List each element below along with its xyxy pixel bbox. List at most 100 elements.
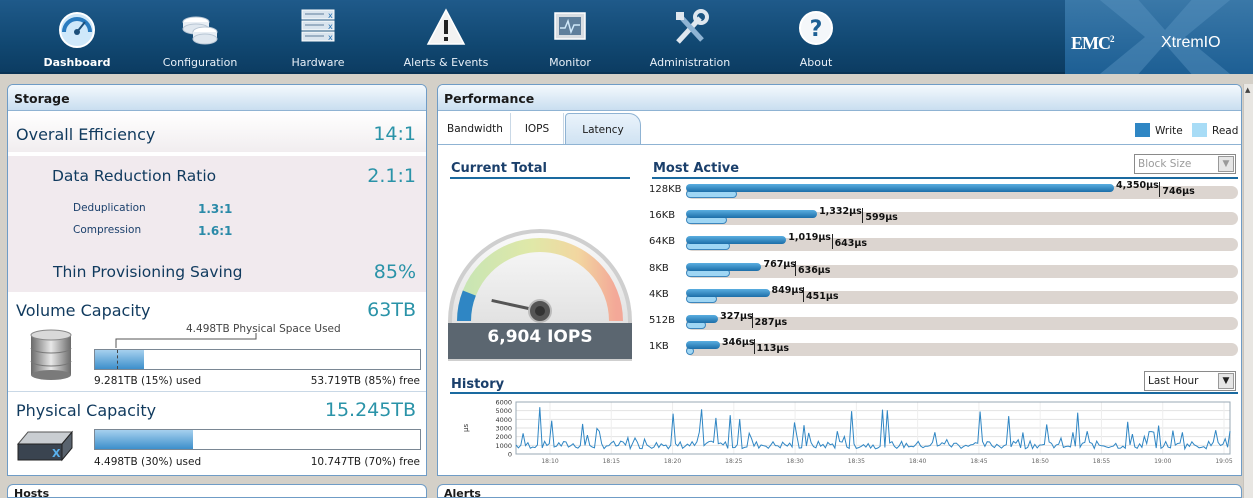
svg-text:x: x (328, 11, 333, 20)
history-range-value: Last Hour (1148, 375, 1199, 387)
deduplication-label: Deduplication (73, 202, 146, 214)
thin-provisioning-label: Thin Provisioning Saving (53, 263, 243, 281)
write-latency-value: 346µs (722, 337, 755, 349)
physical-capacity-value: 15.245TB (324, 399, 416, 421)
tab-bandwidth[interactable]: Bandwidth (447, 123, 503, 135)
data-reduction-label: Data Reduction Ratio (52, 167, 217, 185)
physical-free-text: 10.747TB (70%) free (310, 456, 420, 468)
brand-logo: EMC2 XtremIO (1065, 0, 1253, 74)
nav-administration-label: Administration (649, 56, 731, 69)
disks-icon (182, 16, 218, 45)
history-underline (450, 392, 1238, 394)
physical-space-note: 4.498TB Physical Space Used (186, 323, 341, 335)
nav-administration[interactable]: Administration (648, 6, 732, 72)
current-iops-value: 6,904 IOPS (487, 327, 593, 347)
block-size-select[interactable]: Block Size ▼ (1134, 154, 1236, 174)
write-latency-bar (686, 262, 762, 271)
latency-track (686, 290, 1238, 304)
page-scrollbar[interactable]: ▲ (1243, 84, 1253, 498)
svg-text:x: x (328, 33, 333, 42)
history-y-tick: 2000 (495, 433, 512, 441)
volume-capacity-section: Volume Capacity 63TB 4.498TB Physical Sp… (8, 293, 426, 391)
tab-latency[interactable]: Latency (565, 113, 641, 145)
history-x-tick: 19:05 (1215, 458, 1232, 465)
history-latency-series (515, 407, 1231, 451)
volume-capacity-label: Volume Capacity (16, 301, 151, 320)
volume-used-text: 9.281TB (15%) used (94, 375, 202, 387)
nav-monitor[interactable]: Monitor (530, 6, 610, 72)
monitor-icon (554, 12, 586, 40)
nav-alerts-label: Alerts & Events (403, 56, 489, 69)
nav-monitor-label: Monitor (549, 56, 591, 69)
block-size-label: 4KB (649, 288, 669, 300)
scroll-up-icon[interactable]: ▲ (1245, 86, 1251, 94)
latency-divider (862, 208, 864, 224)
nav-dashboard[interactable]: Dashboard (37, 6, 117, 72)
read-latency-value: 643µs (834, 238, 868, 250)
physical-capacity-bar (94, 429, 421, 450)
latency-divider (753, 339, 755, 355)
svg-text:X: X (52, 447, 61, 460)
block-size-label: 64KB (649, 236, 676, 248)
compression-value: 1.6:1 (198, 224, 233, 238)
latency-track (686, 238, 1238, 252)
volume-capacity-value: 63TB (367, 299, 416, 321)
xtremio-x-watermark (1099, 0, 1231, 74)
latency-track (686, 317, 1238, 330)
server-rack-icon: x x x (301, 9, 335, 42)
top-navigation: Dashboard Configuration x x x Hardware (0, 0, 1253, 74)
most-active-title: Most Active (653, 161, 740, 176)
performance-panel: Performance Bandwidth IOPS Latency Write… (437, 84, 1242, 476)
history-x-tick: 18:40 (909, 458, 926, 465)
iops-gauge (448, 229, 632, 361)
question-icon: ? (799, 11, 833, 45)
legend-read-label: Read (1212, 125, 1239, 137)
hosts-panel: Hosts (7, 484, 427, 498)
physical-space-bracket (115, 333, 257, 348)
tools-icon (676, 9, 709, 44)
nav-hardware[interactable]: x x x Hardware (278, 6, 358, 72)
history-range-select[interactable]: Last Hour ▼ (1144, 371, 1236, 391)
write-latency-bar (686, 341, 721, 350)
volume-free-text: 53.719TB (85%) free (310, 375, 420, 387)
thin-provisioning-row: Thin Provisioning Saving 85% (8, 252, 426, 292)
history-y-label: µs (462, 424, 470, 432)
storage-panel-title: Storage (8, 85, 426, 111)
database-icon (30, 329, 72, 380)
overall-efficiency-row: Overall Efficiency 14:1 (8, 112, 426, 152)
chevron-down-icon: ▼ (1218, 373, 1234, 389)
nav-about[interactable]: ? About (776, 6, 856, 72)
svg-text:?: ? (810, 17, 823, 42)
tab-iops[interactable]: IOPS (510, 113, 564, 145)
performance-panel-title: Performance (438, 85, 1241, 111)
history-title: History (451, 377, 505, 392)
most-active-underline (652, 177, 1238, 179)
write-latency-bar (686, 184, 1115, 192)
nav-hardware-label: Hardware (291, 56, 345, 69)
history-x-tick: 18:15 (603, 458, 620, 465)
read-latency-value: 636µs (797, 264, 831, 276)
current-total-underline (450, 177, 630, 179)
volume-used-fill (95, 350, 144, 369)
warning-icon (426, 8, 466, 45)
write-latency-value: 4,350µs (1116, 180, 1159, 191)
latency-divider (831, 234, 833, 250)
hosts-panel-title: Hosts (14, 487, 50, 498)
nav-alerts-events[interactable]: Alerts & Events (396, 6, 496, 72)
history-y-tick: 5000 (495, 407, 512, 415)
block-size-label: 1KB (649, 341, 669, 353)
overall-efficiency-value: 14:1 (373, 123, 416, 145)
storage-array-icon: X (16, 430, 74, 462)
read-latency-value: 451µs (806, 290, 839, 302)
write-latency-value: 1,332µs (819, 206, 862, 218)
physical-capacity-label: Physical Capacity (16, 401, 157, 420)
tab-underline (438, 144, 1241, 145)
latency-track (686, 343, 1238, 357)
history-y-tick: 3000 (495, 425, 512, 433)
block-size-label: 8KB (649, 262, 669, 274)
physical-capacity-section: Physical Capacity 15.245TB X 4.498TB (30… (8, 391, 426, 475)
overall-efficiency-label: Overall Efficiency (16, 125, 156, 144)
read-latency-value: 287µs (754, 317, 788, 328)
history-x-tick: 18:30 (786, 458, 803, 465)
nav-configuration[interactable]: Configuration (160, 6, 240, 72)
